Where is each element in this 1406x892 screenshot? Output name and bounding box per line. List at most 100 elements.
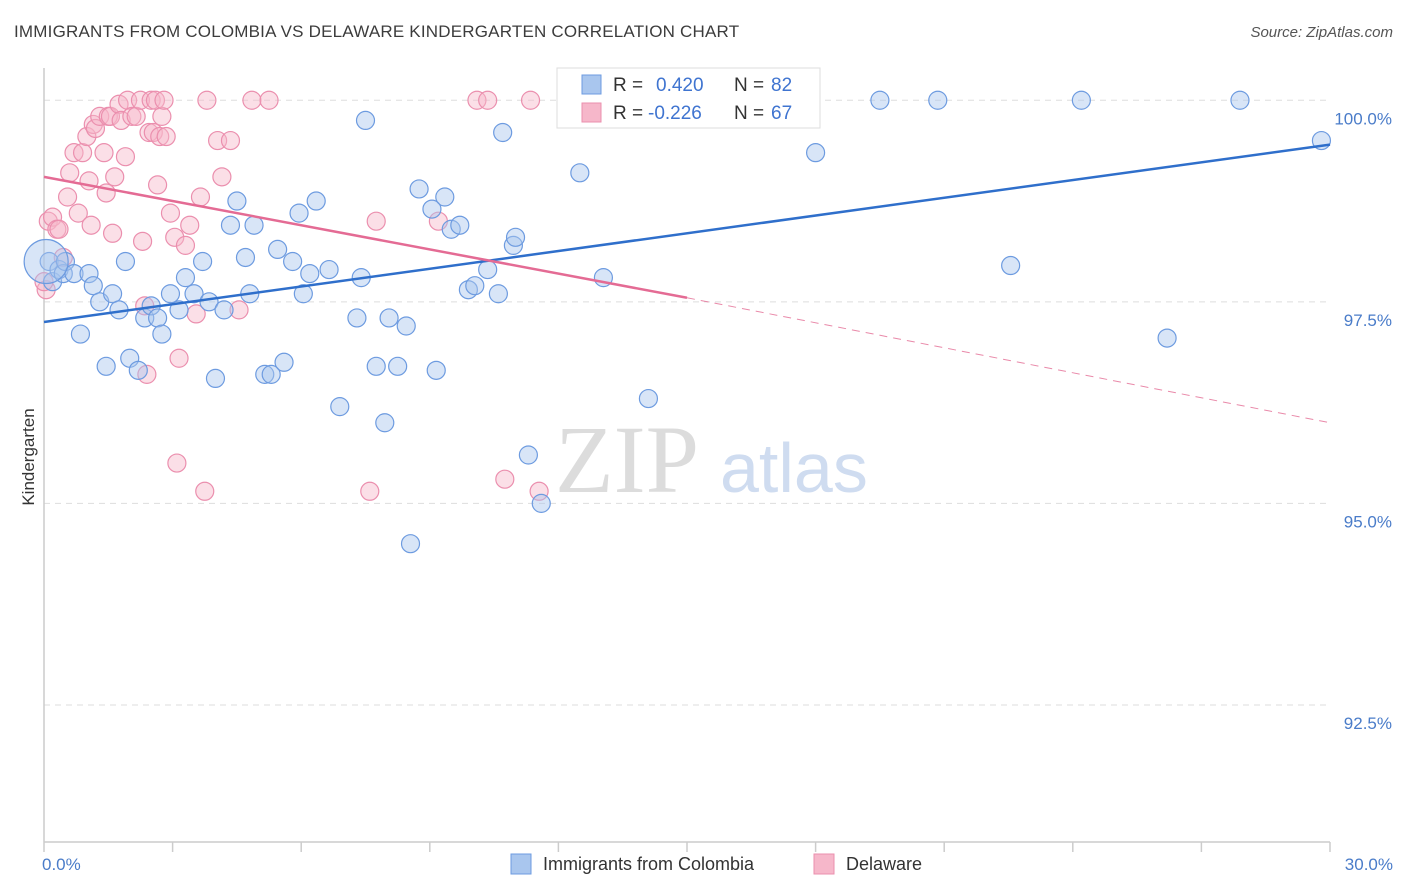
delaware-point-38 [150, 126, 170, 147]
colombia-point-27 [214, 300, 234, 320]
colombia-point-36 [274, 352, 294, 372]
delaware-point-51 [197, 90, 217, 110]
bottom-legend-label-pink: Delaware [846, 854, 922, 874]
colombia-point-64 [503, 235, 523, 255]
legend-r-value-blue: 0.420 [656, 75, 704, 96]
delaware-point-46 [175, 235, 196, 255]
colombia-point-15 [128, 360, 148, 380]
axes [43, 68, 1331, 852]
bottom-legend-label-blue: Immigrants from Colombia [543, 854, 755, 874]
legend-r-value-pink: -0.226 [648, 103, 702, 124]
colombia-point-19 [152, 324, 172, 344]
colombia-point-41 [306, 191, 326, 211]
delaware-point-24 [111, 110, 131, 131]
delaware-point-44 [167, 453, 187, 473]
y-axis-label: Kindergarten [19, 408, 38, 505]
colombia-point-78 [1157, 328, 1177, 348]
delaware-point-65 [529, 481, 549, 501]
delaware-point-29 [130, 90, 151, 110]
colombia-point-74 [870, 90, 890, 110]
colombia-point-29 [227, 191, 247, 211]
colombia-point-37 [283, 251, 303, 272]
colombia-point-26 [205, 368, 226, 389]
colombia-point-40 [300, 263, 320, 284]
delaware-point-64 [520, 90, 541, 110]
colombia-point-1 [42, 272, 63, 292]
colombia-point-61 [478, 259, 498, 280]
colombia-point-53 [409, 179, 429, 199]
delaware-point-50 [195, 481, 215, 501]
delaware-point-56 [242, 90, 262, 110]
delaware-point-10 [72, 143, 93, 163]
y-tick-label-1: 97.5% [1344, 311, 1392, 330]
delaware-point-42 [160, 203, 181, 223]
bottom-legend-swatch-blue [510, 853, 532, 875]
colombia-point-56 [435, 187, 455, 207]
x-tick-label-1: 30.0% [1345, 855, 1393, 874]
colombia-point-68 [570, 163, 590, 183]
colombia-point-33 [255, 364, 275, 384]
delaware-point-4 [49, 219, 69, 239]
delaware-point-43 [165, 227, 185, 247]
legend-r-label-blue: R = [613, 75, 643, 96]
y-tick-labels: 100.0% 97.5% 95.0% 92.5% [1334, 109, 1392, 733]
trend-lines [43, 143, 1331, 424]
colombia-point-73 [805, 143, 826, 163]
delaware-point-13 [81, 215, 101, 235]
delaware-point-6 [57, 187, 78, 207]
y-tick-label-3: 92.5% [1344, 714, 1392, 733]
gridlines [44, 99, 1330, 706]
legend-n-label-pink: N = [734, 103, 764, 124]
delaware-point-37 [147, 175, 168, 195]
colombia-point-32 [244, 215, 264, 235]
colombia-point-6 [70, 324, 91, 344]
colombia-point-20 [160, 284, 181, 304]
delaware-point-45 [169, 348, 189, 368]
colombia-point-28 [220, 215, 241, 235]
colombia-point-0 [39, 251, 59, 272]
delaware-point-25 [115, 147, 136, 167]
delaware-point-40 [154, 90, 174, 110]
legend-n-label-blue: N = [734, 75, 764, 96]
watermark-atlas: atlas [720, 429, 868, 507]
colombia-points [23, 90, 1332, 554]
colombia-point-22 [175, 268, 196, 288]
correlation-legend: R = 0.420 N = 82 R = -0.226 N = 67 [556, 67, 821, 129]
colombia-point-79 [1230, 90, 1250, 110]
delaware-point-47 [180, 215, 200, 235]
legend-n-value-pink: 67 [771, 103, 792, 124]
colombia-point-50 [388, 356, 408, 376]
delaware-point-53 [212, 167, 232, 187]
legend-n-value-blue: 82 [771, 75, 792, 96]
delaware-point-41 [156, 126, 176, 147]
colombia-point-81 [23, 238, 69, 285]
watermark: ZIP atlas [555, 406, 868, 513]
delaware-point-22 [105, 167, 125, 187]
delaware-point-58 [360, 481, 380, 501]
colombia-point-54 [422, 199, 442, 219]
colombia-point-75 [928, 90, 948, 110]
colombia-point-10 [96, 356, 116, 376]
colombia-point-23 [184, 284, 204, 304]
delaware-point-21 [102, 223, 123, 243]
colombia-point-46 [355, 110, 376, 131]
delaware-trend-line [43, 175, 688, 300]
legend-swatch-blue [581, 74, 602, 95]
colombia-point-21 [169, 300, 189, 320]
delaware-point-30 [132, 231, 153, 251]
delaware-point-57 [259, 90, 279, 110]
colombia-point-63 [493, 122, 513, 143]
colombia-point-34 [261, 364, 281, 384]
colombia-point-47 [366, 356, 386, 376]
delaware-points [34, 90, 549, 501]
colombia-point-11 [102, 284, 123, 304]
colombia-point-60 [465, 276, 485, 296]
colombia-point-49 [379, 308, 399, 328]
delaware-point-61 [467, 90, 487, 110]
x-tick-labels: 0.0% 30.0% [42, 855, 1393, 874]
delaware-point-55 [229, 300, 249, 320]
colombia-point-77 [1071, 90, 1091, 110]
legend-r-label-pink: R = [613, 103, 643, 124]
delaware-point-9 [68, 203, 88, 223]
